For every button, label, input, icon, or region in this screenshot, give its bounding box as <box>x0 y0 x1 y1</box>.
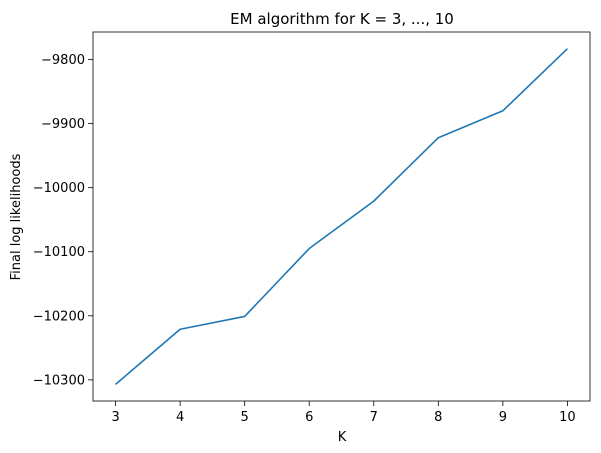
y-tick-label: −10300 <box>33 373 85 388</box>
y-tick-label: −9800 <box>41 53 85 68</box>
x-tick-label: 5 <box>241 410 249 425</box>
x-tick-label: 4 <box>176 410 184 425</box>
x-tick-label: 7 <box>370 410 378 425</box>
y-axis-label: Final log likelihoods <box>9 153 24 280</box>
x-tick-label: 9 <box>499 410 507 425</box>
x-axis-label: K <box>338 430 347 445</box>
y-tick-label: −9900 <box>41 117 85 132</box>
x-tick-label: 6 <box>305 410 313 425</box>
plot-area: 3 4 5 6 7 8 9 10 −10300 −10200 −10100 −10000 −9900 −9… <box>33 31 591 425</box>
chart-title: EM algorithm for K = 3, ..., 10 <box>230 10 454 28</box>
y-tick-label: −10100 <box>33 245 85 260</box>
x-tick-label: 3 <box>111 410 119 425</box>
x-tick-label: 8 <box>434 410 442 425</box>
plot-frame <box>92 31 591 402</box>
y-tick-label: −10000 <box>33 181 85 196</box>
series-line <box>115 48 568 385</box>
x-tick-label: 10 <box>559 410 576 425</box>
y-tick-label: −10200 <box>33 309 85 324</box>
